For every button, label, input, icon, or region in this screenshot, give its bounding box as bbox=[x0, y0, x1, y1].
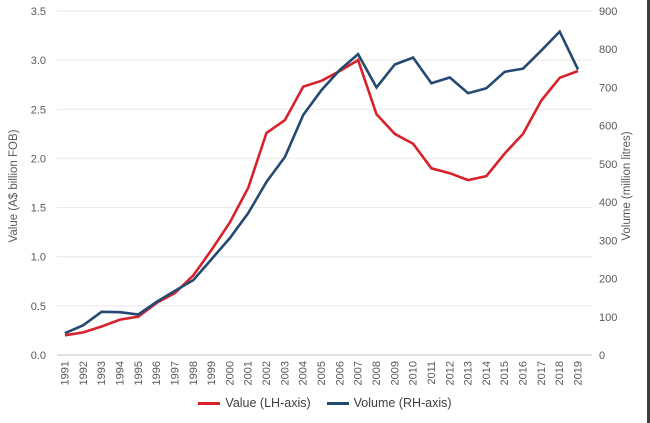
right-axis-tick-label: 400 bbox=[599, 197, 617, 209]
left-axis-tick-label: 2.0 bbox=[31, 153, 46, 165]
x-axis-year-label: 2017 bbox=[536, 361, 548, 385]
x-axis-year-label: 1999 bbox=[206, 361, 218, 385]
x-axis-year-label: 2002 bbox=[261, 361, 273, 385]
x-axis-year-label: 2018 bbox=[554, 361, 566, 385]
x-axis-year-label: 1993 bbox=[96, 361, 108, 385]
left-axis-tick-label: 3.0 bbox=[31, 55, 46, 67]
x-axis-year-label: 2000 bbox=[224, 361, 236, 385]
value-line-swatch bbox=[198, 401, 221, 405]
right-axis-tick-label: 0 bbox=[599, 350, 605, 362]
x-axis-year-label: 2010 bbox=[408, 361, 420, 385]
x-axis-year-label: 1991 bbox=[60, 361, 72, 385]
x-axis-year-label: 2016 bbox=[518, 361, 530, 385]
right-axis-tick-label: 800 bbox=[599, 44, 617, 56]
legend-item-value: Value (LH-axis) bbox=[198, 395, 311, 410]
legend-item-volume: Volume (RH-axis) bbox=[326, 395, 452, 410]
volume-line-swatch bbox=[326, 401, 349, 405]
x-axis-year-label: 2001 bbox=[243, 361, 255, 385]
left-axis-tick-label: 1.0 bbox=[31, 252, 46, 264]
legend-label-value: Value (LH-axis) bbox=[225, 395, 311, 410]
x-axis-year-label: 1996 bbox=[151, 361, 163, 385]
x-axis-year-label: 2003 bbox=[279, 361, 291, 385]
left-axis-tick-label: 0.5 bbox=[31, 301, 46, 313]
chart-legend: Value (LH-axis) Volume (RH-axis) bbox=[0, 393, 650, 413]
x-axis-year-label: 2014 bbox=[481, 361, 493, 385]
x-axis-year-label: 1995 bbox=[133, 361, 145, 385]
right-axis-tick-label: 500 bbox=[599, 159, 617, 171]
left-axis-tick-label: 1.5 bbox=[31, 203, 46, 215]
x-axis-year-label: 2012 bbox=[444, 361, 456, 385]
window-right-border bbox=[647, 0, 650, 423]
volume-line bbox=[64, 29, 580, 335]
x-axis-year-label: 2005 bbox=[316, 361, 328, 385]
x-axis-year-label: 2019 bbox=[573, 361, 585, 385]
x-axis-year-label: 1997 bbox=[169, 361, 181, 385]
right-axis-tick-label: 900 bbox=[599, 6, 617, 18]
right-axis-tick-label: 600 bbox=[599, 121, 617, 133]
x-axis-year-label: 2006 bbox=[334, 361, 346, 385]
right-axis-tick-label: 100 bbox=[599, 312, 617, 324]
left-axis-tick-label: 0.0 bbox=[31, 350, 46, 362]
left-axis-title: Value (A$ billion FOB) bbox=[8, 129, 20, 242]
legend-label-volume: Volume (RH-axis) bbox=[353, 395, 452, 410]
left-axis-tick-label: 3.5 bbox=[31, 6, 46, 18]
x-axis-year-label: 1992 bbox=[78, 361, 90, 385]
x-axis-year-label: 2007 bbox=[353, 361, 365, 385]
right-axis-title: Volume (million litres) bbox=[621, 131, 633, 240]
x-axis-year-label: 2009 bbox=[389, 361, 401, 385]
right-axis-tick-label: 700 bbox=[599, 82, 617, 94]
x-axis-year-label: 1994 bbox=[114, 361, 126, 385]
x-axis-year-label: 2004 bbox=[298, 361, 310, 385]
x-axis-year-label: 2008 bbox=[371, 361, 383, 385]
right-axis-tick-label: 300 bbox=[599, 235, 617, 247]
x-axis-year-label: 1998 bbox=[188, 361, 200, 385]
x-axis-year-label: 2015 bbox=[499, 361, 511, 385]
x-axis-year-label: 2011 bbox=[426, 361, 438, 385]
x-axis-year-label: 2013 bbox=[463, 361, 475, 385]
left-axis-tick-label: 2.5 bbox=[31, 104, 46, 116]
right-axis-tick-label: 200 bbox=[599, 274, 617, 286]
value-line bbox=[64, 58, 579, 337]
